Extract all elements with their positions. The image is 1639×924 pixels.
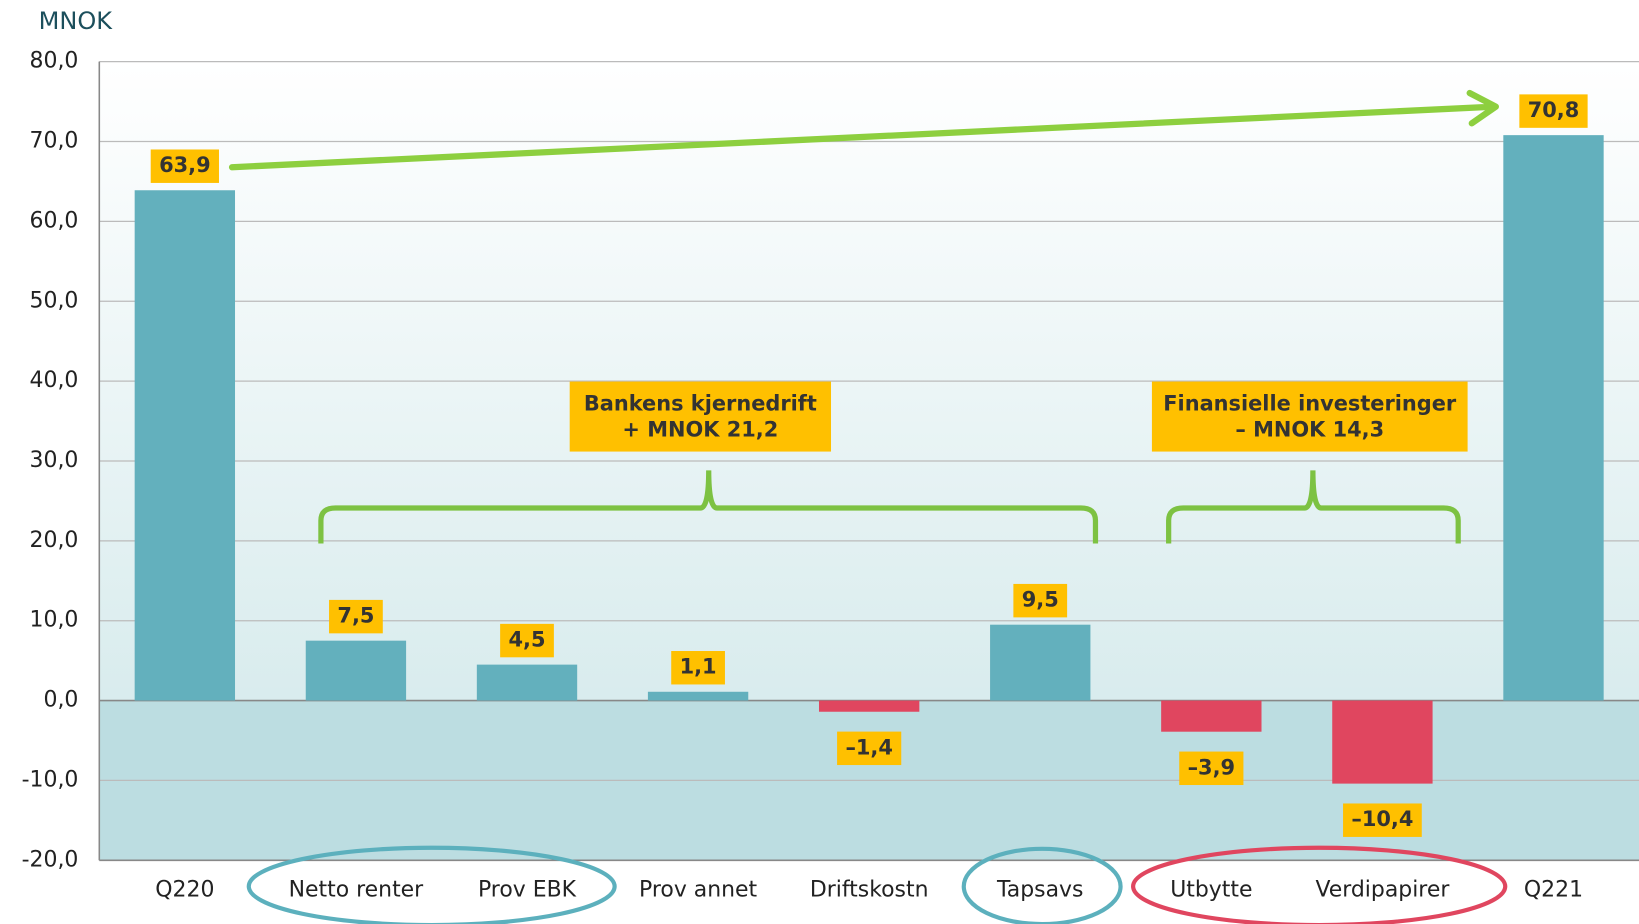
bar — [1161, 700, 1262, 732]
value-label-text: –10,4 — [1351, 807, 1413, 831]
x-tick-label: Prov annet — [639, 878, 758, 903]
y-tick-label: -20,0 — [22, 847, 79, 872]
brace — [1166, 470, 1461, 544]
highlight-ellipse — [246, 845, 617, 924]
x-tick-label: Utbytte — [1170, 878, 1252, 903]
bar — [647, 691, 749, 701]
y-tick-label: 70,0 — [30, 129, 79, 154]
value-label: 4,5 — [500, 623, 554, 658]
highlight-ellipse — [1131, 845, 1508, 924]
x-tick-label: Q220 — [155, 878, 214, 903]
value-label: –3,9 — [1179, 751, 1244, 786]
x-tick-label: Netto renter — [289, 878, 425, 903]
y-tick-label: 0,0 — [44, 688, 79, 713]
annotation-text: – MNOK 14,3 — [1235, 418, 1384, 442]
bar — [1332, 700, 1433, 784]
annotation-text: + MNOK 21,2 — [622, 418, 778, 442]
y-tick-label: 40,0 — [30, 368, 79, 393]
y-tick-label: 80,0 — [30, 49, 79, 74]
y-tick-label: 20,0 — [30, 528, 79, 553]
value-label-box — [1519, 94, 1588, 128]
brace — [318, 470, 1099, 544]
y-tick-label: 10,0 — [30, 608, 79, 633]
bar — [818, 700, 920, 712]
bar — [990, 624, 1091, 701]
value-label-text: 7,5 — [337, 604, 374, 628]
value-label-text: 70,8 — [1528, 98, 1580, 122]
value-label: 7,5 — [329, 599, 383, 634]
bar — [134, 190, 236, 701]
annotation-box — [1151, 381, 1468, 452]
value-label-text: 9,5 — [1022, 588, 1059, 612]
x-tick-label: Tapsavs — [996, 878, 1083, 903]
y-tick-label: 60,0 — [30, 208, 79, 233]
bar — [305, 640, 407, 701]
x-tick-label: Prov EBK — [478, 878, 577, 903]
value-label-text: 1,1 — [680, 655, 717, 679]
y-tick-label: 50,0 — [30, 288, 79, 313]
y-tick-label: -10,0 — [22, 767, 79, 792]
value-label-text: 4,5 — [508, 628, 545, 652]
value-label: 9,5 — [1013, 583, 1068, 618]
value-label-box — [1343, 803, 1422, 837]
value-label-text: –3,9 — [1188, 755, 1235, 779]
value-label: 63,9 — [150, 149, 219, 183]
y-tick-label: 30,0 — [30, 448, 79, 473]
value-label: 70,8 — [1519, 94, 1588, 128]
value-label: –10,4 — [1343, 803, 1422, 837]
value-label-box — [671, 651, 725, 685]
highlight-ellipse — [961, 846, 1123, 924]
value-label: –1,4 — [837, 731, 902, 766]
x-tick-label: Verdipapirer — [1315, 878, 1450, 903]
bar — [476, 664, 578, 701]
trend-arrow — [228, 89, 1499, 171]
value-label-text: 63,9 — [159, 153, 211, 177]
annotation-text: Bankens kjernedrift — [584, 392, 817, 416]
value-label-text: –1,4 — [845, 735, 892, 759]
value-label-box — [500, 623, 554, 658]
annotation-box — [569, 381, 832, 452]
x-tick-label: Q221 — [1524, 878, 1583, 903]
annotation-text: Finansielle investeringer — [1163, 392, 1457, 416]
value-label-box — [1179, 751, 1244, 786]
value-label-box — [837, 731, 902, 766]
y-axis-label: MNOK — [39, 7, 114, 35]
value-label: 1,1 — [671, 651, 725, 685]
value-label-box — [329, 599, 383, 634]
x-tick-label: Driftskostn — [810, 878, 929, 903]
value-label-box — [150, 149, 219, 183]
bar — [1503, 135, 1604, 701]
value-label-box — [1013, 583, 1068, 618]
